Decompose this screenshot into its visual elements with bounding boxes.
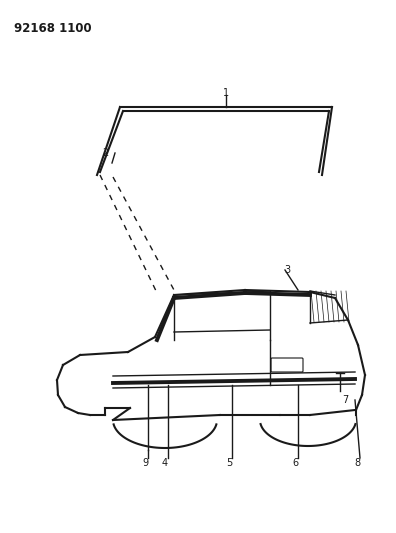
Text: 5: 5 [226,458,232,468]
Text: 92168 1100: 92168 1100 [14,22,91,35]
Text: 6: 6 [292,458,298,468]
Text: 7: 7 [342,395,348,405]
Text: 4: 4 [162,458,168,468]
Text: 3: 3 [284,265,290,275]
Text: 9: 9 [142,458,148,468]
Text: 8: 8 [354,458,360,468]
Text: 2: 2 [102,148,108,158]
Text: 1: 1 [223,88,229,98]
